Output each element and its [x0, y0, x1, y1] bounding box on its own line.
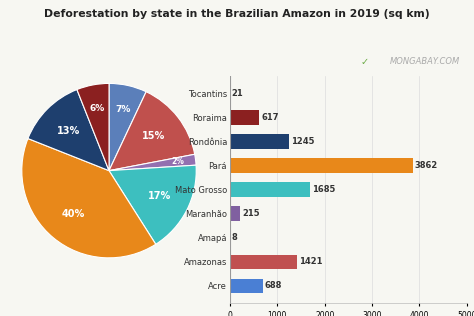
- Wedge shape: [109, 165, 196, 244]
- Text: 1245: 1245: [291, 137, 314, 146]
- Text: 17%: 17%: [148, 191, 171, 201]
- Bar: [230, 206, 240, 221]
- Text: ✓: ✓: [360, 57, 368, 67]
- Text: MONGABAY.COM: MONGABAY.COM: [390, 57, 460, 66]
- Wedge shape: [109, 83, 146, 171]
- Bar: [230, 158, 413, 173]
- Text: 2%: 2%: [172, 157, 185, 167]
- Text: 3862: 3862: [415, 161, 438, 170]
- Text: 1421: 1421: [299, 257, 323, 266]
- Wedge shape: [77, 83, 109, 171]
- Text: 688: 688: [264, 281, 282, 290]
- Bar: [230, 279, 263, 293]
- Bar: [230, 254, 297, 269]
- Text: 7%: 7%: [115, 105, 130, 114]
- Bar: [230, 110, 259, 125]
- Text: Deforestation by state in the Brazilian Amazon in 2019 (sq km): Deforestation by state in the Brazilian …: [44, 9, 430, 20]
- Text: 21: 21: [232, 89, 244, 98]
- Text: 215: 215: [242, 209, 260, 218]
- Bar: [230, 134, 289, 149]
- Text: 6%: 6%: [90, 105, 105, 113]
- Text: 617: 617: [261, 113, 279, 122]
- Wedge shape: [28, 89, 109, 171]
- Text: 8: 8: [231, 233, 237, 242]
- Text: 15%: 15%: [142, 131, 165, 141]
- Text: 40%: 40%: [61, 209, 84, 219]
- Bar: [230, 182, 310, 197]
- Bar: [230, 86, 231, 100]
- Wedge shape: [109, 92, 195, 171]
- Text: 13%: 13%: [57, 125, 81, 136]
- Wedge shape: [109, 154, 196, 171]
- Text: 1685: 1685: [311, 185, 335, 194]
- Wedge shape: [22, 138, 156, 258]
